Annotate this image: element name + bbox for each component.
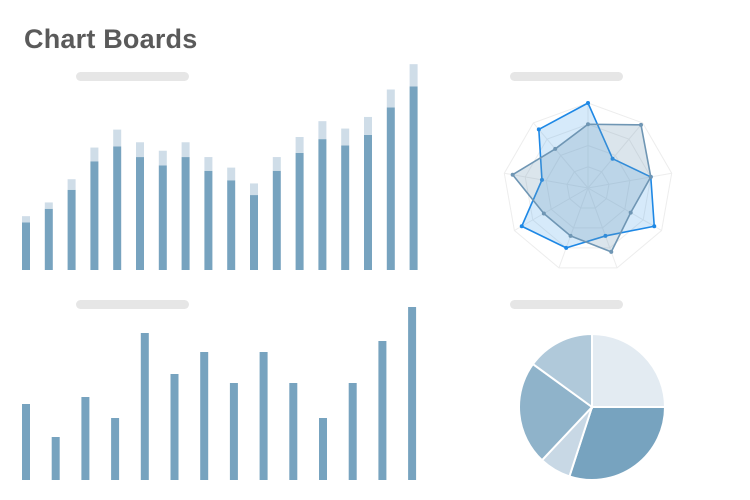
bar-4 [111,418,120,480]
bar-top-8 [181,142,190,158]
bar-top-12 [272,157,281,171]
bar-base-16 [364,134,372,270]
bar-chart [22,307,417,480]
chart-title-placeholder-1 [76,72,189,81]
bar-top-3 [67,179,76,190]
pie-slice-1 [591,332,667,408]
radar-point-1-7 [519,224,524,229]
radar-axis-4 [587,187,662,231]
bar-top-18 [409,64,418,87]
bar-2 [51,437,60,480]
radar-axis-8 [504,172,589,189]
radar-series-2 [511,123,652,253]
bar-top-13 [295,137,304,153]
pie-slice-2 [568,406,667,481]
radar-point-2-4 [628,210,633,215]
bar-13 [378,341,387,480]
radar-grid-ring-2 [545,144,631,229]
pie-slice-4 [518,362,594,462]
bar-base-7 [158,165,167,270]
bar-base-1 [22,222,30,270]
bar-base-18 [409,86,418,270]
bar-6 [170,374,179,480]
bar-8 [229,383,238,480]
bar-top-5 [113,129,122,147]
bar-top-17 [386,89,395,108]
bar-top-10 [227,167,236,181]
radar-point-1-9 [536,127,541,132]
radar-axis-7 [514,187,589,231]
bar-top-16 [364,116,372,135]
radar-axis-3 [587,172,672,189]
bar-top-2 [44,202,53,209]
bar-base-15 [341,145,350,270]
radar-point-2-8 [510,172,515,177]
radar-point-2-9 [553,146,558,151]
bar-base-17 [386,107,395,270]
bar-base-8 [181,157,190,270]
radar-axis-2 [587,122,644,189]
radar-axis-9 [532,122,589,189]
bar-base-3 [67,189,76,270]
bar-11 [319,418,327,480]
bar-base-13 [295,152,304,270]
bar-3 [81,397,90,480]
page-title: Chart Boards [24,24,198,54]
radar-point-2-1 [586,122,590,127]
chart-title-placeholder-2 [510,72,623,81]
radar-point-2-7 [541,211,546,216]
radar-chart [503,101,673,269]
bar-7 [200,352,209,480]
bar-base-9 [204,170,213,270]
radar-point-1-8 [539,177,544,182]
pie-chart [518,332,667,481]
bar-base-11 [250,195,258,270]
bar-base-4 [90,161,99,270]
radar-point-1-6 [564,245,569,250]
bar-base-2 [44,208,53,270]
bar-top-4 [90,147,99,162]
radar-point-2-6 [568,233,573,238]
radar-grid-ring-3 [524,123,652,249]
radar-point-1-1 [586,101,590,105]
radar-point-2-5 [609,249,614,254]
radar-point-2-3 [648,174,653,179]
bar-top-6 [136,142,144,158]
bar-top-11 [250,183,258,196]
bar-10 [289,383,298,480]
radar-grid-ring-4 [503,102,673,269]
bar-top-1 [22,216,30,223]
bar-14 [408,307,417,480]
bar-1 [22,404,30,480]
radar-axis-6 [558,187,589,269]
radar-point-2-2 [638,122,643,127]
radar-point-1-2 [610,156,615,161]
chart-title-placeholder-4 [510,300,623,309]
chart-title-placeholder-3 [76,300,189,309]
bar-base-6 [136,157,144,270]
bar-5 [140,333,149,480]
bar-top-7 [158,150,167,166]
stacked-bar-chart [22,64,418,270]
radar-axis-5 [587,187,618,269]
bar-top-9 [204,157,213,171]
bar-9 [259,352,268,480]
bar-base-14 [318,139,327,270]
radar-point-1-4 [652,224,657,229]
bar-top-14 [318,121,327,140]
radar-point-1-5 [603,233,608,238]
bar-base-12 [272,170,281,270]
bar-base-5 [113,146,122,270]
pie-slice-5 [531,332,593,409]
bar-base-10 [227,180,236,270]
bar-top-15 [341,128,350,146]
radar-grid-ring-1 [566,166,610,209]
bar-12 [348,383,357,480]
